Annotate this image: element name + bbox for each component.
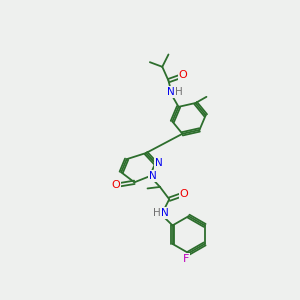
- Text: F: F: [183, 254, 190, 264]
- Text: O: O: [179, 70, 188, 80]
- Text: O: O: [180, 189, 188, 199]
- Text: N: N: [149, 171, 157, 181]
- Text: N: N: [154, 158, 162, 168]
- Text: H: H: [175, 87, 182, 97]
- Text: N: N: [167, 87, 175, 97]
- Text: H: H: [153, 208, 161, 218]
- Text: O: O: [111, 180, 120, 190]
- Text: N: N: [161, 208, 169, 218]
